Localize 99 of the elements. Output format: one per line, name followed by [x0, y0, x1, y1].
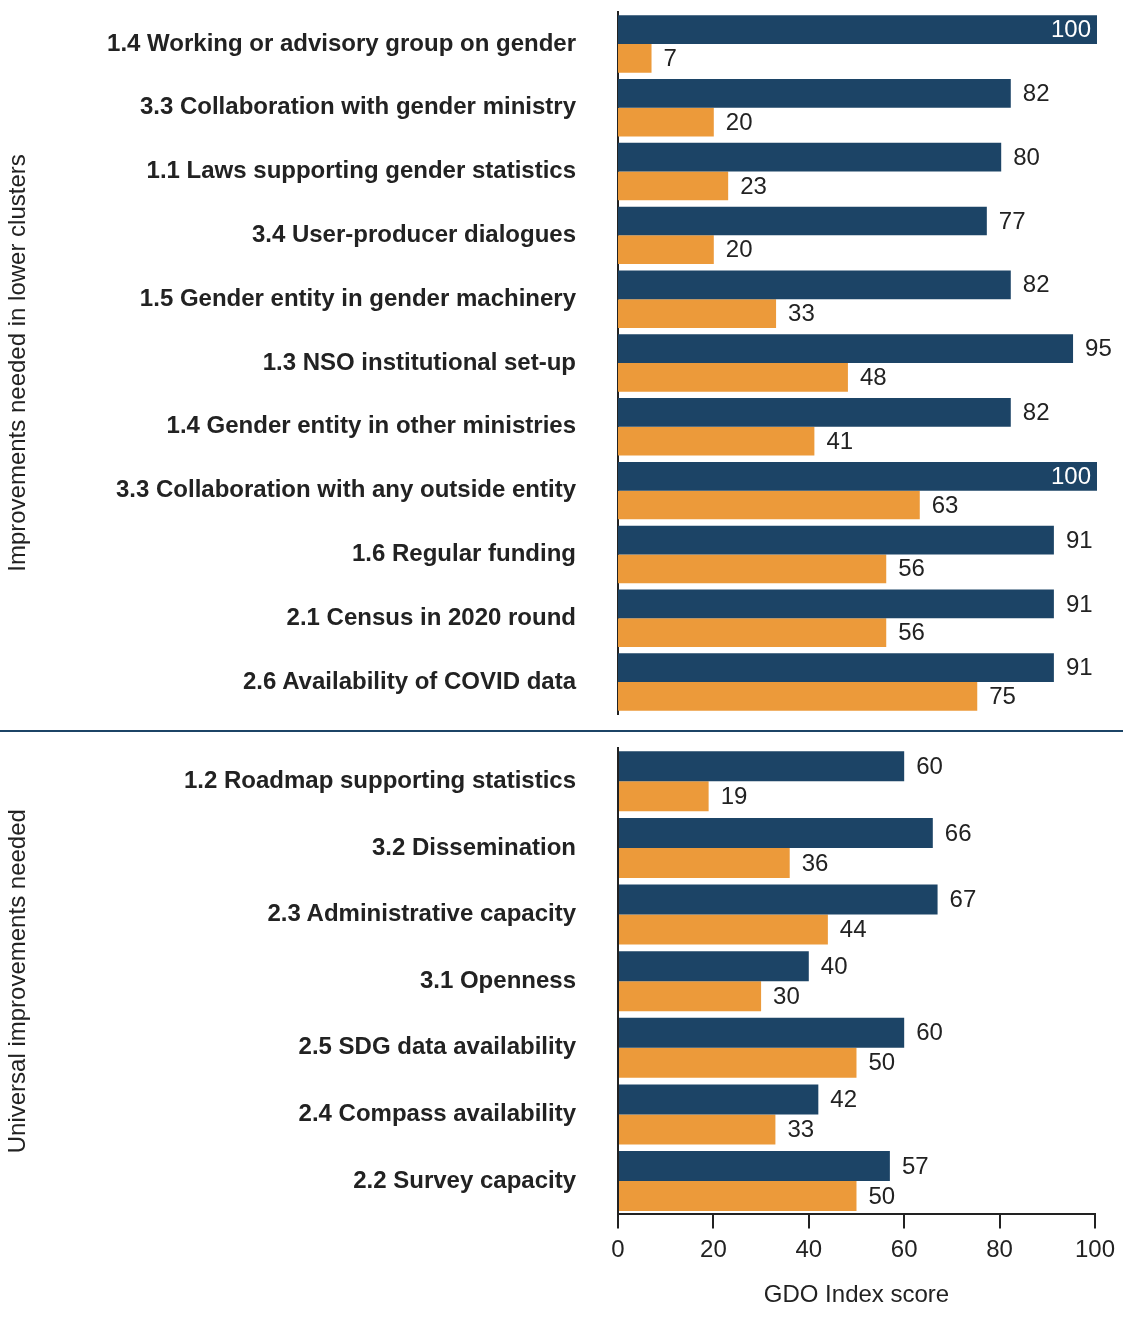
data-label: 100	[1050, 461, 1091, 489]
data-label: 66	[944, 818, 972, 846]
y-tick-label: 3.1 Openness	[419, 965, 576, 993]
data-label: 20	[725, 235, 753, 263]
y-tick-label: 2.5 SDG data availability	[298, 1032, 577, 1060]
data-label: 40	[820, 951, 848, 979]
bar	[618, 461, 1097, 491]
y-tick-label: 3.2 Dissemination	[371, 832, 576, 860]
bar	[618, 299, 777, 328]
data-label: 41	[826, 426, 854, 454]
bar	[619, 1181, 857, 1212]
data-label: 36	[801, 848, 829, 876]
data-label: 82	[1022, 270, 1050, 298]
y-axis-title: Improvements needed in lower clusters	[3, 154, 31, 572]
data-label: 60	[916, 751, 943, 779]
data-label: 91	[1065, 525, 1093, 553]
data-label: 19	[720, 781, 748, 809]
data-label: 44	[839, 915, 867, 943]
x-tick-label: 60	[890, 1235, 918, 1263]
bar	[618, 142, 1002, 172]
bar	[618, 682, 978, 711]
data-label: 95	[1085, 334, 1112, 362]
data-label: 67	[949, 885, 977, 913]
data-label: 82	[1022, 398, 1050, 426]
bar	[619, 781, 709, 812]
bar	[619, 981, 762, 1012]
data-label: 57	[901, 1151, 929, 1179]
y-tick-label: 1.1 Laws supporting gender statistics	[146, 156, 576, 184]
data-label: 56	[898, 618, 925, 646]
y-tick-label: 2.6 Availability of COVID data	[243, 666, 577, 694]
bar	[618, 107, 714, 137]
data-label: 33	[787, 1115, 815, 1143]
bar	[618, 235, 714, 265]
y-tick-label: 3.4 User-producer dialogues	[251, 219, 576, 247]
bar	[619, 1151, 890, 1182]
y-tick-label: 3.3 Collaboration with any outside entity	[115, 475, 577, 503]
bar	[618, 171, 729, 201]
y-tick-label: 1.4 Working or advisory group on gender	[107, 28, 576, 56]
data-label: 23	[740, 171, 767, 199]
bar	[618, 79, 1011, 108]
bar	[618, 554, 887, 584]
y-tick-label: 1.4 Gender entity in other ministries	[166, 411, 576, 439]
y-axis-title: Universal improvements needed	[3, 809, 31, 1154]
data-label: 50	[868, 1048, 896, 1076]
bar	[618, 43, 652, 73]
data-label: 48	[859, 362, 887, 390]
x-tick-label: 40	[795, 1235, 823, 1263]
data-label: 56	[898, 554, 925, 582]
bar	[619, 847, 790, 878]
data-label: 77	[998, 206, 1026, 234]
y-tick-label: 2.4 Compass availability	[298, 1099, 577, 1127]
bar	[619, 1084, 819, 1115]
bar	[618, 270, 1011, 300]
data-label: 91	[1065, 589, 1093, 617]
data-label: 82	[1022, 78, 1050, 106]
data-label: 80	[1013, 142, 1040, 170]
x-axis-title: GDO Index score	[763, 1280, 950, 1308]
data-label: 63	[931, 490, 959, 518]
bar	[619, 817, 933, 848]
bar	[618, 653, 1054, 683]
data-label: 7	[663, 43, 677, 71]
y-tick-label: 2.3 Administrative capacity	[267, 899, 577, 927]
data-label: 50	[868, 1181, 896, 1209]
bar	[619, 951, 809, 982]
x-tick-label: 100	[1074, 1235, 1115, 1263]
y-tick-label: 1.3 NSO institutional set-up	[262, 347, 576, 375]
data-label: 100	[1050, 15, 1091, 43]
data-label: 42	[830, 1085, 858, 1113]
bar	[618, 525, 1054, 555]
x-tick-label: 80	[986, 1235, 1013, 1263]
data-label: 20	[725, 107, 753, 135]
bar	[619, 751, 905, 782]
y-tick-label: 2.2 Survey capacity	[353, 1165, 577, 1193]
bar	[618, 206, 987, 236]
data-label: 33	[788, 299, 815, 327]
bar	[618, 398, 1011, 427]
bar	[619, 884, 938, 915]
data-label: 91	[1065, 653, 1093, 681]
data-label: 60	[916, 1018, 943, 1046]
bar	[618, 589, 1054, 619]
bar	[619, 914, 828, 945]
data-label: 30	[773, 981, 800, 1009]
bar	[618, 334, 1074, 363]
bar	[618, 426, 815, 456]
x-tick-label: 0	[611, 1235, 625, 1263]
bar	[619, 1047, 857, 1078]
bar	[618, 15, 1097, 44]
bar	[619, 1017, 905, 1048]
bar	[618, 490, 920, 520]
y-tick-label: 1.6 Regular funding	[351, 539, 576, 567]
y-tick-label: 3.3 Collaboration with gender ministry	[139, 92, 577, 120]
y-tick-label: 2.1 Census in 2020 round	[286, 602, 576, 630]
data-label: 75	[989, 682, 1016, 710]
bar	[619, 1114, 776, 1145]
bar	[618, 363, 848, 392]
bar	[618, 618, 887, 647]
y-tick-label: 1.2 Roadmap supporting statistics	[183, 765, 576, 793]
y-tick-label: 1.5 Gender entity in gender machinery	[139, 283, 577, 311]
x-tick-label: 20	[700, 1235, 727, 1263]
